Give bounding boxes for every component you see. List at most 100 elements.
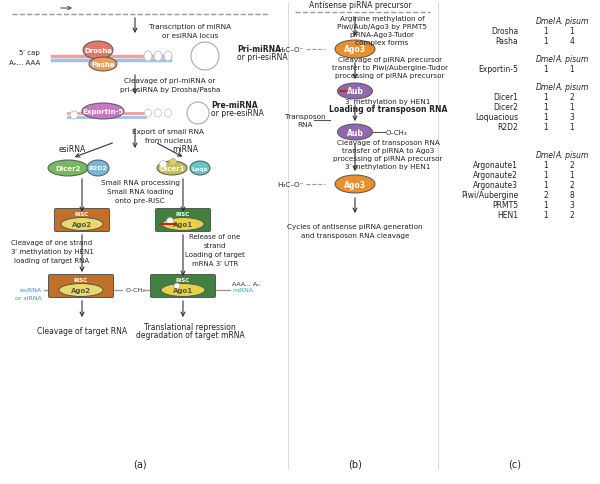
Text: (b): (b) [348, 459, 362, 469]
Text: 5′ cap: 5′ cap [19, 50, 40, 56]
Text: Pre-miRNA: Pre-miRNA [211, 101, 257, 110]
Text: Ago1: Ago1 [173, 287, 193, 293]
FancyBboxPatch shape [155, 209, 211, 232]
Ellipse shape [70, 112, 78, 120]
Text: 8: 8 [569, 190, 574, 199]
Text: Ago2: Ago2 [72, 222, 92, 227]
Text: Small RNA processing: Small RNA processing [101, 180, 179, 186]
Text: onto pre-RISC: onto pre-RISC [115, 197, 165, 204]
Text: 1: 1 [544, 113, 548, 122]
Text: Pri-miRNA: Pri-miRNA [237, 45, 281, 53]
Text: or siRNA: or siRNA [15, 295, 42, 300]
Text: Cleavage of piRNA precursor: Cleavage of piRNA precursor [338, 57, 442, 63]
Text: Ago3: Ago3 [344, 45, 366, 54]
Text: Ago2: Ago2 [71, 287, 91, 293]
Text: Aub: Aub [347, 128, 364, 137]
Text: Antisense piRNA precursor: Antisense piRNA precursor [308, 0, 412, 10]
Ellipse shape [160, 161, 167, 168]
Text: 1: 1 [569, 170, 574, 179]
Text: complex forms: complex forms [355, 40, 409, 46]
Text: piRNA-Ago3-Tudor: piRNA-Ago3-Tudor [350, 32, 415, 38]
Ellipse shape [87, 161, 109, 177]
Text: 1: 1 [569, 123, 574, 132]
Text: Drosha: Drosha [84, 48, 112, 54]
FancyBboxPatch shape [49, 275, 113, 298]
Ellipse shape [154, 52, 162, 62]
Text: Loquacious: Loquacious [475, 113, 518, 122]
Text: Aub: Aub [347, 87, 364, 96]
Text: (c): (c) [509, 459, 521, 469]
Text: loading of target RNA: loading of target RNA [14, 257, 89, 263]
Text: mRNA 3′ UTR: mRNA 3′ UTR [192, 260, 238, 267]
Text: processing of piRNA precursor: processing of piRNA precursor [335, 73, 445, 79]
Text: 3′ methylation by HEN1: 3′ methylation by HEN1 [11, 248, 94, 255]
Text: transfer to Piwi/Aubergine-Tudor: transfer to Piwi/Aubergine-Tudor [332, 65, 448, 71]
Text: or esiRNA locus: or esiRNA locus [162, 33, 218, 39]
Ellipse shape [155, 110, 161, 118]
Text: 3: 3 [569, 200, 574, 209]
Ellipse shape [145, 110, 152, 118]
Text: 2: 2 [569, 210, 574, 219]
Text: RISC: RISC [176, 212, 190, 217]
Text: Dmel: Dmel [536, 17, 556, 27]
Text: Piwi/Aubergine: Piwi/Aubergine [461, 190, 518, 199]
Text: O–CH₃: O–CH₃ [126, 288, 146, 293]
Text: from nucleus: from nucleus [145, 138, 191, 144]
Text: Arginine methylation of: Arginine methylation of [340, 16, 424, 22]
Text: Argonaute2: Argonaute2 [473, 170, 518, 179]
Text: miRNA: miRNA [172, 144, 198, 153]
Ellipse shape [162, 218, 204, 231]
Text: degradation of target mRNA: degradation of target mRNA [136, 331, 244, 340]
Text: 1: 1 [569, 28, 574, 36]
Text: strand: strand [204, 242, 226, 248]
Text: Release of one: Release of one [190, 233, 241, 240]
Text: miRNA: miRNA [232, 288, 253, 293]
Text: or pri-esiRNA: or pri-esiRNA [237, 52, 287, 61]
Text: H₃C–O⁻: H₃C–O⁻ [278, 182, 304, 188]
Text: 1: 1 [544, 103, 548, 112]
Text: A. pisum: A. pisum [556, 17, 589, 27]
Text: Drosha: Drosha [491, 28, 518, 36]
Ellipse shape [335, 41, 375, 59]
Ellipse shape [170, 159, 176, 166]
Ellipse shape [48, 161, 88, 177]
Text: 2: 2 [569, 93, 574, 102]
Text: A. pisum: A. pisum [556, 150, 589, 159]
Ellipse shape [338, 84, 373, 100]
Text: 1: 1 [544, 180, 548, 189]
Ellipse shape [338, 125, 373, 141]
Text: Exportin-5: Exportin-5 [478, 65, 518, 75]
Text: PRMT5: PRMT5 [492, 200, 518, 209]
Ellipse shape [191, 43, 219, 71]
Text: 1: 1 [544, 123, 548, 132]
Text: R2D2: R2D2 [497, 123, 518, 132]
Text: Transcription of miRNA: Transcription of miRNA [149, 24, 231, 30]
Text: and transposon RNA cleavage: and transposon RNA cleavage [301, 232, 409, 239]
Text: R2D2: R2D2 [89, 166, 107, 171]
Ellipse shape [144, 52, 152, 62]
Text: Export of small RNA: Export of small RNA [132, 129, 204, 135]
Text: 1: 1 [544, 200, 548, 209]
FancyBboxPatch shape [151, 275, 215, 298]
Ellipse shape [89, 58, 117, 72]
Ellipse shape [164, 52, 172, 62]
Text: processing of piRNA precursor: processing of piRNA precursor [333, 156, 443, 162]
Text: esiRNA: esiRNA [58, 144, 86, 153]
Ellipse shape [187, 103, 209, 125]
Text: Piwi/Aub/Ago3 by PRMT5: Piwi/Aub/Ago3 by PRMT5 [337, 24, 427, 30]
Text: RISC: RISC [74, 278, 88, 283]
Text: 1: 1 [544, 170, 548, 179]
Text: 1: 1 [544, 37, 548, 46]
Text: Loqs: Loqs [192, 166, 208, 171]
Ellipse shape [161, 284, 205, 297]
Text: Dicer1: Dicer1 [493, 93, 518, 102]
Text: 1: 1 [544, 93, 548, 102]
Text: 2: 2 [569, 180, 574, 189]
Text: Exportin-5: Exportin-5 [82, 109, 124, 115]
Ellipse shape [83, 42, 113, 60]
Text: Aₙ... AAA: Aₙ... AAA [9, 60, 40, 66]
Text: Pasha: Pasha [91, 62, 115, 68]
Text: Ago3: Ago3 [344, 180, 366, 189]
Text: 2: 2 [569, 160, 574, 169]
Text: 2: 2 [544, 190, 548, 199]
